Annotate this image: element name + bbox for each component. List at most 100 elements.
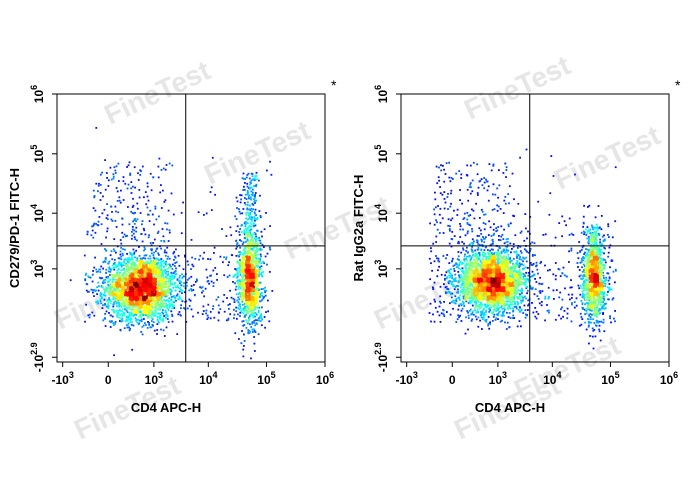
event-point <box>131 280 133 282</box>
event-point <box>169 299 172 302</box>
event-point <box>256 230 259 232</box>
event-point <box>163 266 165 268</box>
event-point <box>583 204 585 207</box>
event-point <box>104 257 107 260</box>
event-point <box>106 230 109 233</box>
event-point <box>128 295 131 297</box>
event-point <box>502 212 505 214</box>
event-point <box>475 202 477 205</box>
event-point <box>107 276 110 278</box>
event-point <box>148 315 151 318</box>
event-point <box>145 274 147 276</box>
event-point <box>587 235 590 238</box>
event-point <box>149 255 151 257</box>
event-point <box>236 272 239 275</box>
event-point <box>139 266 142 269</box>
event-point <box>171 164 174 167</box>
event-point <box>114 220 117 222</box>
event-point <box>152 276 155 278</box>
event-point <box>110 321 113 323</box>
event-point <box>207 303 210 306</box>
event-point <box>154 296 157 298</box>
event-point <box>251 249 254 251</box>
event-point <box>258 270 261 273</box>
event-point <box>138 262 141 265</box>
event-point <box>140 272 143 275</box>
event-point <box>164 290 167 292</box>
event-point <box>139 270 142 272</box>
event-point <box>178 279 181 282</box>
event-point <box>118 257 121 260</box>
event-point <box>150 304 153 306</box>
event-point <box>253 304 256 307</box>
event-point <box>115 251 117 254</box>
x-tick-label: 103 <box>145 370 163 387</box>
event-point <box>139 308 141 310</box>
event-point <box>136 301 138 304</box>
event-point <box>129 286 132 288</box>
event-point <box>256 247 258 250</box>
event-point <box>181 277 184 280</box>
event-point <box>120 286 123 289</box>
event-point <box>112 322 115 324</box>
event-point <box>162 275 165 277</box>
event-point <box>250 218 252 220</box>
event-point <box>540 304 543 307</box>
event-point <box>479 229 482 232</box>
event-point <box>266 252 269 255</box>
event-point <box>120 302 123 305</box>
event-point <box>434 306 437 309</box>
event-point <box>237 262 240 264</box>
event-point <box>249 272 251 275</box>
event-point <box>491 320 494 322</box>
event-point <box>248 315 251 317</box>
event-point <box>136 259 139 262</box>
event-point <box>254 297 257 300</box>
event-point <box>173 259 175 261</box>
event-point <box>117 162 120 165</box>
event-point <box>252 260 255 263</box>
event-point <box>614 310 616 312</box>
event-point <box>138 189 141 191</box>
event-point <box>235 247 238 250</box>
event-point <box>148 307 151 310</box>
event-point <box>439 295 442 298</box>
event-point <box>244 303 247 306</box>
event-point <box>209 311 212 313</box>
event-point <box>207 280 210 282</box>
event-point <box>238 208 240 210</box>
event-point <box>537 313 540 315</box>
event-point <box>126 311 129 314</box>
event-point <box>429 302 432 305</box>
event-point <box>166 318 169 320</box>
event-point <box>157 280 160 283</box>
event-point <box>178 311 181 313</box>
event-point <box>226 297 228 299</box>
event-point <box>154 305 157 308</box>
event-point <box>580 323 583 326</box>
event-point <box>105 310 108 313</box>
event-point <box>253 257 256 260</box>
event-point <box>562 315 564 318</box>
event-point <box>258 210 261 212</box>
event-point <box>135 287 138 290</box>
event-point <box>131 261 134 264</box>
event-point <box>498 235 500 237</box>
event-point <box>563 220 566 223</box>
event-point <box>249 308 252 311</box>
event-point <box>435 235 438 238</box>
event-point <box>152 286 155 289</box>
event-point <box>141 220 144 222</box>
event-point <box>173 265 176 267</box>
event-point <box>261 274 263 277</box>
event-point <box>151 262 154 265</box>
event-point <box>141 276 143 278</box>
event-point <box>92 289 95 291</box>
event-point <box>190 308 193 311</box>
event-point <box>223 274 226 277</box>
event-point <box>251 263 254 265</box>
event-point <box>243 202 246 204</box>
event-point <box>137 294 140 297</box>
event-point <box>135 226 138 229</box>
event-point <box>603 246 606 249</box>
